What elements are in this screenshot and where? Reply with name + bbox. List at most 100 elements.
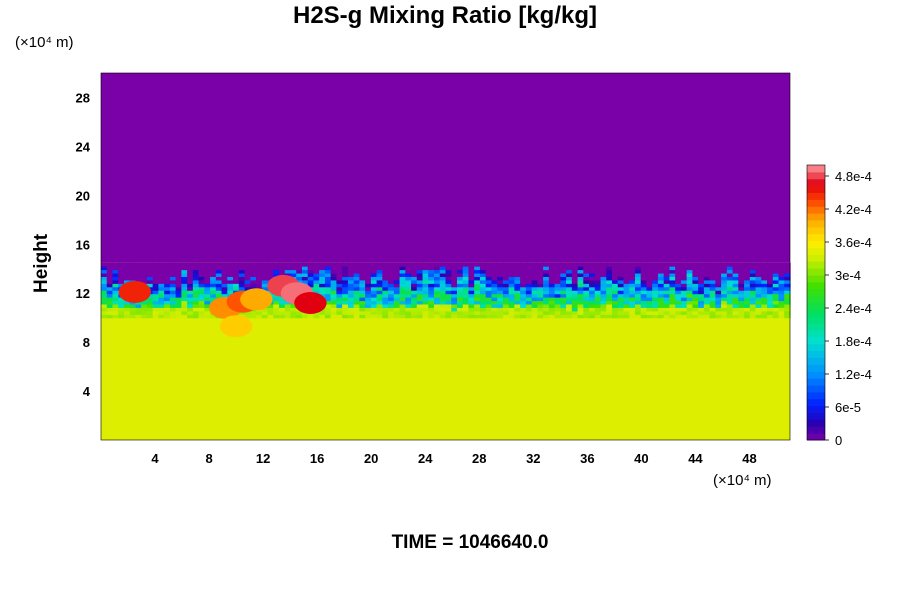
heatmap-cell bbox=[640, 290, 648, 295]
heatmap-cell bbox=[101, 269, 108, 274]
heatmap-cell bbox=[583, 293, 590, 298]
heatmap-cell bbox=[336, 286, 343, 291]
heatmap-cell bbox=[537, 272, 544, 277]
heatmap-cell bbox=[594, 297, 602, 302]
heatmap-cell bbox=[738, 269, 745, 274]
heatmap-cell bbox=[520, 293, 527, 298]
heatmap-cell bbox=[204, 307, 211, 312]
heatmap-cell bbox=[491, 314, 498, 319]
heatmap-cell bbox=[721, 297, 728, 302]
heatmap-cell bbox=[169, 297, 177, 302]
heatmap-cell bbox=[669, 290, 676, 295]
heatmap-cell bbox=[324, 290, 332, 295]
heatmap-cell bbox=[416, 276, 424, 281]
heatmap-cell bbox=[244, 310, 251, 315]
heatmap-cell bbox=[703, 290, 711, 295]
heatmap-cell bbox=[749, 300, 757, 305]
heatmap-cell bbox=[502, 276, 510, 281]
heatmap-cell bbox=[290, 269, 297, 274]
heatmap-cell bbox=[606, 286, 613, 291]
heatmap-cell bbox=[721, 272, 728, 277]
heatmap-cell bbox=[221, 266, 228, 271]
heatmap-cell bbox=[135, 276, 142, 281]
heatmap-cell bbox=[393, 266, 401, 271]
heatmap-cell bbox=[784, 297, 791, 302]
heatmap-cell bbox=[600, 297, 607, 302]
heatmap-cell bbox=[273, 310, 280, 315]
heatmap-cell bbox=[772, 310, 780, 315]
heatmap-cell bbox=[215, 283, 223, 288]
heatmap-cell bbox=[141, 303, 148, 308]
heatmap-cell bbox=[491, 266, 498, 271]
heatmap-cell bbox=[548, 293, 556, 298]
heatmap-cell bbox=[324, 283, 332, 288]
heatmap-cell bbox=[577, 293, 584, 298]
heatmap-cell bbox=[198, 300, 205, 305]
heatmap-cell bbox=[634, 310, 642, 315]
heatmap-cell bbox=[233, 286, 240, 291]
heatmap-cell bbox=[456, 290, 464, 295]
heatmap-cell bbox=[187, 269, 194, 274]
heatmap-cell bbox=[474, 303, 481, 308]
heatmap-cell bbox=[273, 297, 280, 302]
heatmap-cell bbox=[767, 297, 774, 302]
heatmap-cell bbox=[680, 262, 688, 267]
heatmap-cell bbox=[606, 290, 613, 295]
heatmap-cell bbox=[123, 262, 131, 267]
heatmap-cell bbox=[227, 279, 234, 284]
heatmap-cell bbox=[434, 276, 441, 281]
heatmap-cell bbox=[537, 303, 544, 308]
heatmap-cell bbox=[181, 283, 188, 288]
heatmap-cell bbox=[692, 276, 699, 281]
heatmap-cell bbox=[709, 262, 716, 267]
heatmap-cell bbox=[514, 303, 521, 308]
heatmap-cell bbox=[353, 314, 360, 319]
heatmap-cell bbox=[456, 272, 464, 277]
colorbar-band bbox=[807, 336, 825, 345]
colorbar-tick-label: 6e-5 bbox=[835, 400, 861, 415]
heatmap-cell bbox=[646, 276, 653, 281]
heatmap-cell bbox=[479, 297, 487, 302]
heatmap-cell bbox=[612, 293, 619, 298]
heatmap-cell bbox=[566, 279, 573, 284]
heatmap-cell bbox=[112, 279, 119, 284]
colorbar-tick-label: 3.6e-4 bbox=[835, 235, 872, 250]
heatmap-cell bbox=[324, 307, 332, 312]
heatmap-cell bbox=[416, 307, 424, 312]
heatmap-cell bbox=[606, 293, 613, 298]
heatmap-cell bbox=[336, 262, 343, 267]
heatmap-cell bbox=[778, 307, 785, 312]
heatmap-cell bbox=[399, 262, 406, 267]
heatmap-cell bbox=[336, 283, 343, 288]
heatmap-cell bbox=[744, 272, 751, 277]
heatmap-cell bbox=[164, 314, 171, 319]
heatmap-cell bbox=[210, 290, 217, 295]
heatmap-cell bbox=[577, 307, 584, 312]
heatmap-cell bbox=[382, 310, 389, 315]
heatmap-cell bbox=[439, 266, 447, 271]
heatmap-cell bbox=[680, 283, 688, 288]
heatmap-cell bbox=[583, 279, 590, 284]
heatmap-cell bbox=[703, 269, 711, 274]
heatmap-cell bbox=[175, 303, 182, 308]
heatmap-cell bbox=[462, 283, 470, 288]
heatmap-cell bbox=[169, 279, 177, 284]
heatmap-cell bbox=[261, 310, 269, 315]
heatmap-cell bbox=[715, 314, 722, 319]
heatmap-cell bbox=[577, 290, 584, 295]
heatmap-cell bbox=[520, 276, 527, 281]
heatmap-cell bbox=[405, 310, 412, 315]
heatmap-cell bbox=[365, 307, 372, 312]
heatmap-cell bbox=[657, 276, 665, 281]
heatmap-cell bbox=[146, 266, 154, 271]
heatmap-cell bbox=[405, 297, 412, 302]
heatmap-cell bbox=[439, 286, 447, 291]
heatmap-cell bbox=[589, 262, 596, 267]
heatmap-cell bbox=[342, 272, 349, 277]
heatmap-cell bbox=[606, 269, 613, 274]
heatmap-cell bbox=[101, 286, 108, 291]
heatmap-cell bbox=[634, 269, 642, 274]
heatmap-cell bbox=[778, 279, 785, 284]
heatmap-cell bbox=[324, 310, 332, 315]
heatmap-cell bbox=[158, 279, 165, 284]
